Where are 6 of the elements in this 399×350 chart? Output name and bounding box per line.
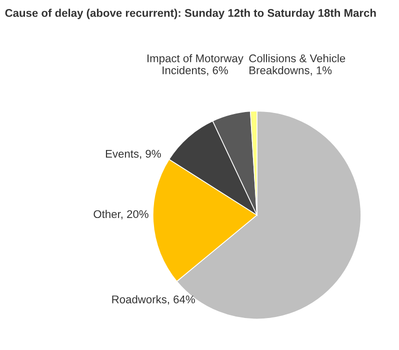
slice-label: Other, 20%	[94, 210, 148, 220]
slice-label: Collisions & Vehicle Breakdowns, 1%	[249, 54, 346, 76]
slice-label: Roadworks, 64%	[112, 295, 195, 305]
slice-label: Impact of Motorway Incidents, 6%	[148, 54, 244, 76]
slice-label: Events, 9%	[106, 150, 161, 160]
chart-title: Cause of delay (above recurrent): Sunday 12th to Saturday 18th March	[5, 8, 376, 20]
